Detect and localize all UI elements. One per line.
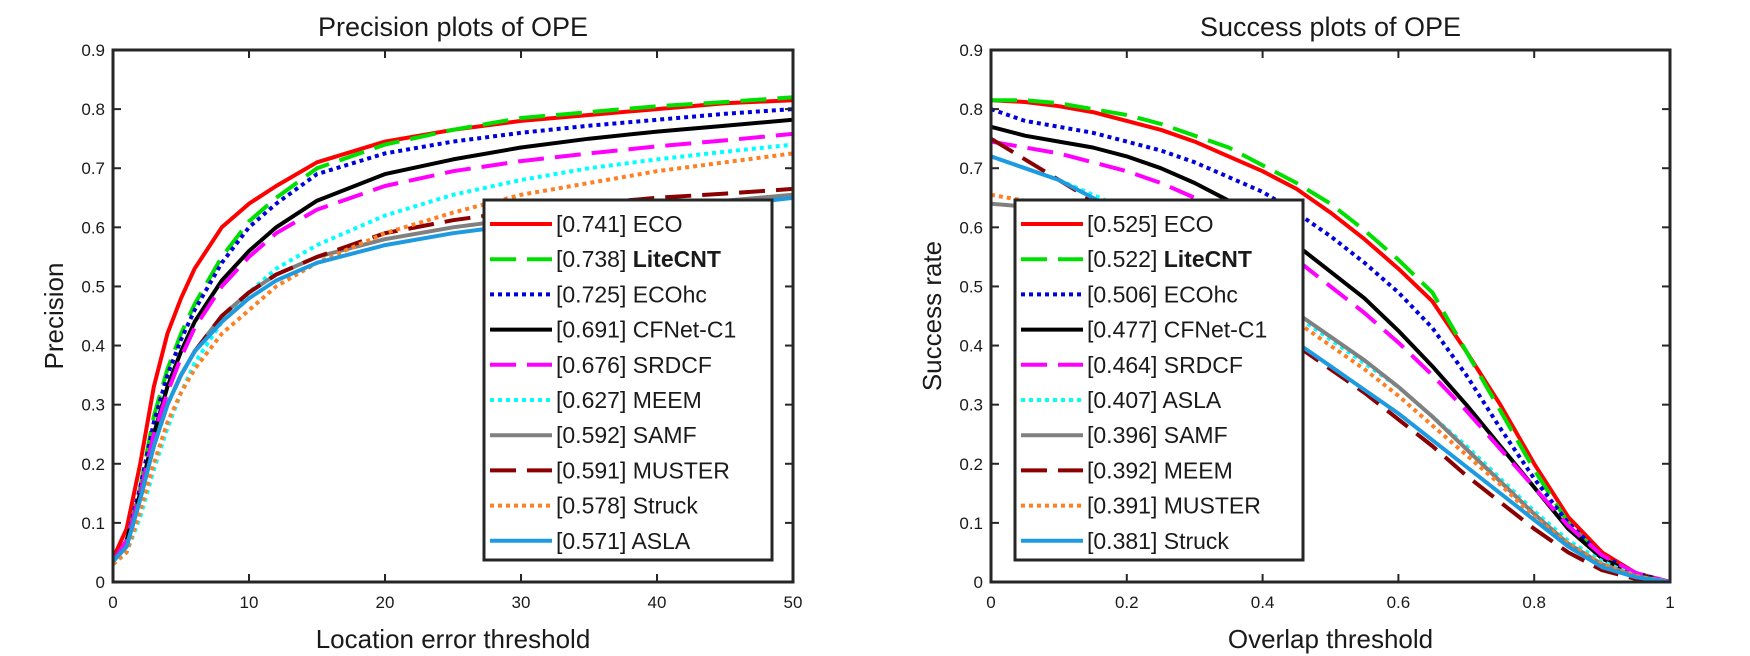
y-tick-label: 0.4 — [81, 337, 105, 356]
series-line-2 — [113, 107, 793, 563]
legend-label-8: [0.391] MUSTER — [1087, 493, 1261, 519]
y-tick-label: 0.9 — [959, 41, 983, 60]
legend-label-9: [0.381] Struck — [1087, 528, 1229, 554]
chart-title: Success plots of OPE — [1200, 12, 1461, 42]
y-tick-label: 0.9 — [81, 41, 105, 60]
series-line-4 — [991, 139, 1670, 582]
x-axis-label: Overlap threshold — [1228, 624, 1433, 654]
axes-box — [989, 48, 1672, 584]
legend-label-4: [0.464] SRDCF — [1087, 352, 1243, 378]
y-tick-label: 0.5 — [81, 277, 105, 296]
series-line-0 — [991, 98, 1670, 582]
x-tick-label: 0.4 — [1251, 593, 1275, 612]
x-axis-label: Location error threshold — [316, 624, 591, 654]
legend-label-1: [0.738] LiteCNT — [556, 246, 721, 272]
legend-label-6: [0.592] SAMF — [556, 422, 697, 448]
x-tick-label: 30 — [512, 593, 531, 612]
x-tick-label: 20 — [376, 593, 395, 612]
legend-label-0: [0.741] ECO — [556, 211, 683, 237]
series-line-3 — [991, 124, 1670, 582]
legend: [0.741] ECO [0.738] LiteCNT [0.725] ECOhc [… — [482, 198, 774, 562]
y-axis-label: Success rate — [917, 241, 947, 391]
series-line-2 — [991, 107, 1670, 582]
x-tick-label: 0 — [986, 593, 995, 612]
series-line-4 — [113, 131, 793, 563]
legend-label-4: [0.676] SRDCF — [556, 352, 712, 378]
chart-1: 0 0.2 0.4 0.6 0.8 1 0 0.1 0.2 0.3 0.4 0.5 0.6 0.7 0.8 0… — [917, 12, 1675, 654]
y-tick-label: 0.8 — [959, 100, 983, 119]
x-tick-label: 0.6 — [1387, 593, 1411, 612]
y-tick-label: 0.6 — [81, 218, 105, 237]
chart-0: 0 10 20 30 40 50 0 0.1 0.2 0.3 0.4 0.5 0.6 0.7 0.8 0.9 P… — [39, 12, 802, 654]
y-tick-label: 0.7 — [959, 159, 983, 178]
axes-box — [111, 48, 795, 584]
x-tick-label: 40 — [648, 593, 667, 612]
legend-label-1: [0.522] LiteCNT — [1087, 246, 1252, 272]
y-tick-label: 0 — [96, 573, 105, 592]
y-tick-label: 0 — [974, 573, 983, 592]
y-tick-label: 0.4 — [959, 337, 983, 356]
series-line-8 — [113, 151, 793, 566]
legend-label-3: [0.691] CFNet-C1 — [556, 317, 736, 343]
legend-label-2: [0.725] ECOhc — [556, 281, 707, 307]
y-tick-label: 0.3 — [959, 396, 983, 415]
legend-label-9: [0.571] ASLA — [556, 528, 691, 554]
x-tick-label: 50 — [784, 593, 803, 612]
y-tick-label: 0.3 — [81, 396, 105, 415]
y-tick-label: 0.2 — [959, 455, 983, 474]
y-tick-label: 0.5 — [959, 277, 983, 296]
x-tick-label: 10 — [240, 593, 259, 612]
x-tick-label: 1 — [1665, 593, 1674, 612]
y-tick-label: 0.7 — [81, 159, 105, 178]
chart-title: Precision plots of OPE — [318, 12, 588, 42]
y-tick-label: 0.1 — [81, 514, 105, 533]
x-tick-label: 0.2 — [1115, 593, 1139, 612]
legend-label-7: [0.591] MUSTER — [556, 457, 730, 483]
x-tick-label: 0 — [108, 593, 117, 612]
x-tick-label: 0.8 — [1522, 593, 1546, 612]
legend: [0.525] ECO [0.522] LiteCNT [0.506] ECOhc [… — [1013, 198, 1305, 562]
legend-label-2: [0.506] ECOhc — [1087, 281, 1238, 307]
legend-label-3: [0.477] CFNet-C1 — [1087, 317, 1267, 343]
series-line-0 — [113, 98, 793, 560]
legend-label-8: [0.578] Struck — [556, 493, 698, 519]
legend-label-6: [0.396] SAMF — [1087, 422, 1228, 448]
series-line-1 — [113, 95, 793, 563]
y-tick-label: 0.8 — [81, 100, 105, 119]
y-axis-label: Precision — [39, 263, 69, 370]
legend-label-5: [0.407] ASLA — [1087, 387, 1222, 413]
y-tick-label: 0.6 — [959, 218, 983, 237]
y-tick-label: 0.1 — [959, 514, 983, 533]
y-tick-label: 0.2 — [81, 455, 105, 474]
legend-label-7: [0.392] MEEM — [1087, 457, 1233, 483]
legend-label-5: [0.627] MEEM — [556, 387, 702, 413]
legend-label-0: [0.525] ECO — [1087, 211, 1214, 237]
